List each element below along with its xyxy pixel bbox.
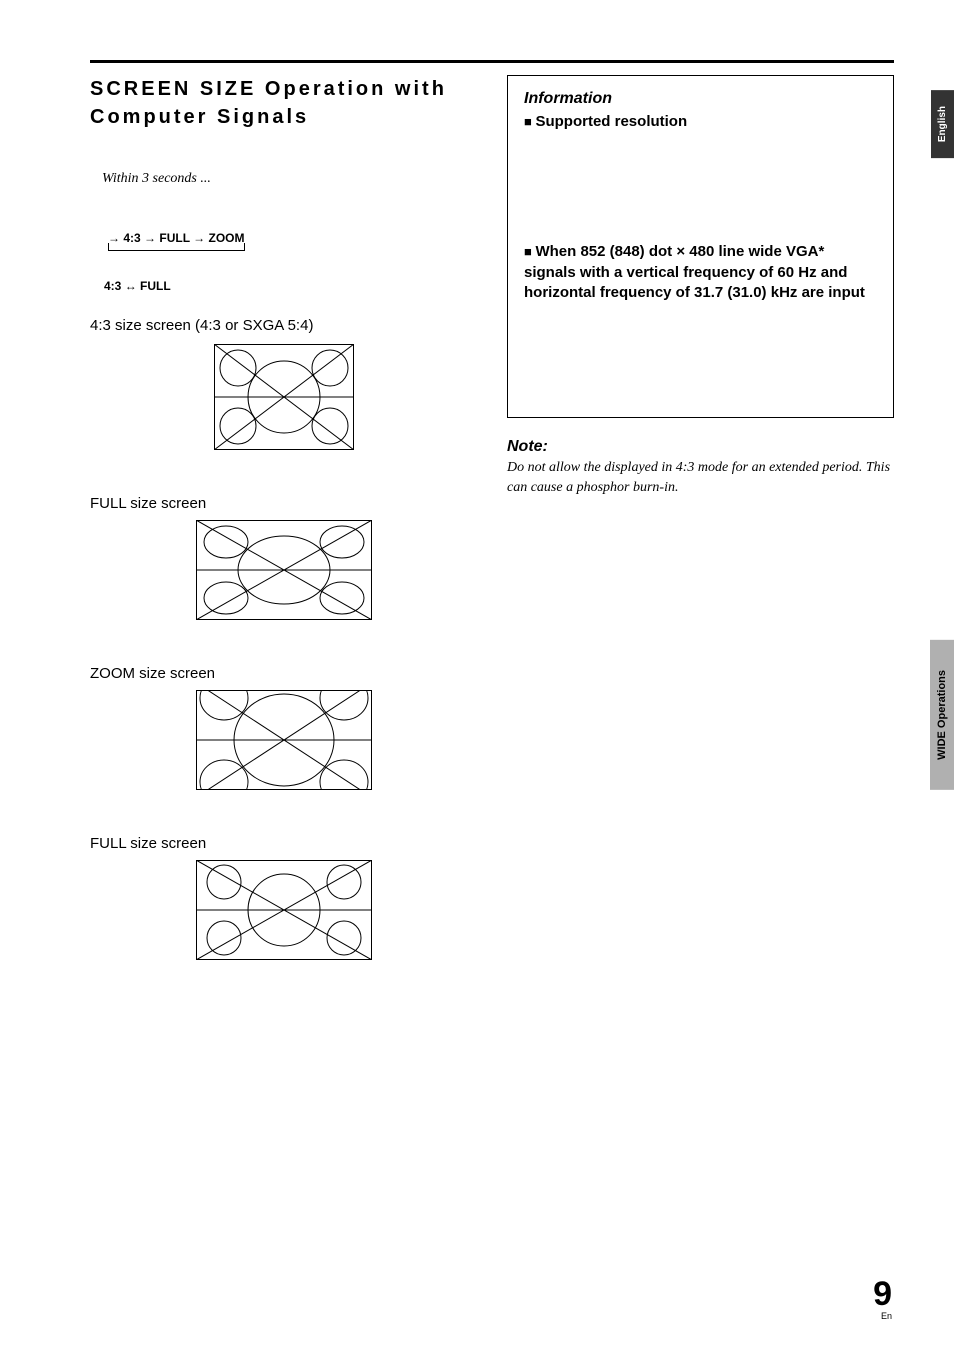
title-line-1: SCREEN SIZE Operation with bbox=[90, 78, 447, 100]
full-label-2: FULL size screen bbox=[90, 835, 477, 852]
test-pattern-full bbox=[196, 520, 372, 620]
information-title: Information bbox=[524, 90, 877, 108]
note-text: Do not allow the displayed in 4:3 mode f… bbox=[507, 458, 894, 497]
two-column-layout: SCREEN SIZE Operation with Computer Sign… bbox=[90, 75, 894, 975]
test-pattern-43 bbox=[214, 344, 354, 450]
side-tab-english: English bbox=[931, 90, 954, 158]
note-block: Note: Do not allow the displayed in 4:3 … bbox=[507, 438, 894, 497]
bullet-icon bbox=[524, 113, 535, 130]
title-line-2: Computer Signals bbox=[90, 106, 309, 128]
mode-cycle-diagram: → 4:3 → FULL → ZOOM bbox=[102, 227, 251, 249]
info-spacer bbox=[524, 132, 877, 242]
page-number: 9 bbox=[873, 1277, 892, 1311]
page-number-block: 9 En bbox=[873, 1277, 892, 1321]
bullet-icon bbox=[524, 243, 535, 260]
cycle-43: 4:3 bbox=[123, 231, 140, 245]
within-3-seconds: Within 3 seconds ... bbox=[102, 171, 477, 187]
supported-resolution-text: Supported resolution bbox=[535, 113, 687, 130]
cycle-sequence: → 4:3 → FULL → ZOOM bbox=[102, 227, 251, 249]
top-rule bbox=[90, 60, 894, 63]
figure-zoom bbox=[90, 690, 477, 795]
cycle-full: FULL bbox=[159, 231, 189, 245]
test-pattern-zoom bbox=[196, 690, 372, 790]
section-title: SCREEN SIZE Operation with Computer Sign… bbox=[90, 75, 477, 131]
cycle-arrow: → bbox=[193, 231, 205, 245]
figure-full-1 bbox=[90, 520, 477, 625]
wide-vga-line: When 852 (848) dot × 480 line wide VGA* … bbox=[524, 242, 877, 303]
toggle-full: FULL bbox=[140, 279, 171, 293]
cycle-zoom: ZOOM bbox=[209, 231, 245, 245]
wide-vga-text: When 852 (848) dot × 480 line wide VGA* … bbox=[524, 243, 865, 301]
right-column: Information Supported resolution When 85… bbox=[507, 75, 894, 975]
information-box: Information Supported resolution When 85… bbox=[507, 75, 894, 418]
toggle-arrow: ↔ bbox=[125, 279, 137, 293]
screen-43-label: 4:3 size screen (4:3 or SXGA 5:4) bbox=[90, 317, 477, 334]
mode-toggle-line: 4:3 ↔ FULL bbox=[104, 279, 477, 293]
toggle-43: 4:3 bbox=[104, 279, 121, 293]
figure-43 bbox=[90, 344, 477, 455]
info-spacer-2 bbox=[524, 303, 877, 393]
left-column: SCREEN SIZE Operation with Computer Sign… bbox=[90, 75, 477, 975]
side-tab-section: WIDE Operations bbox=[930, 640, 954, 790]
page-root: SCREEN SIZE Operation with Computer Sign… bbox=[0, 0, 954, 1351]
cycle-arrow: → bbox=[108, 231, 120, 245]
cycle-arrow: → bbox=[144, 231, 156, 245]
supported-resolution-line: Supported resolution bbox=[524, 112, 877, 132]
figure-full-2 bbox=[90, 860, 477, 965]
note-title: Note: bbox=[507, 438, 894, 456]
test-pattern-full-circles bbox=[196, 860, 372, 960]
full-label-1: FULL size screen bbox=[90, 495, 477, 512]
cycle-return-line bbox=[108, 250, 245, 251]
zoom-label: ZOOM size screen bbox=[90, 665, 477, 682]
